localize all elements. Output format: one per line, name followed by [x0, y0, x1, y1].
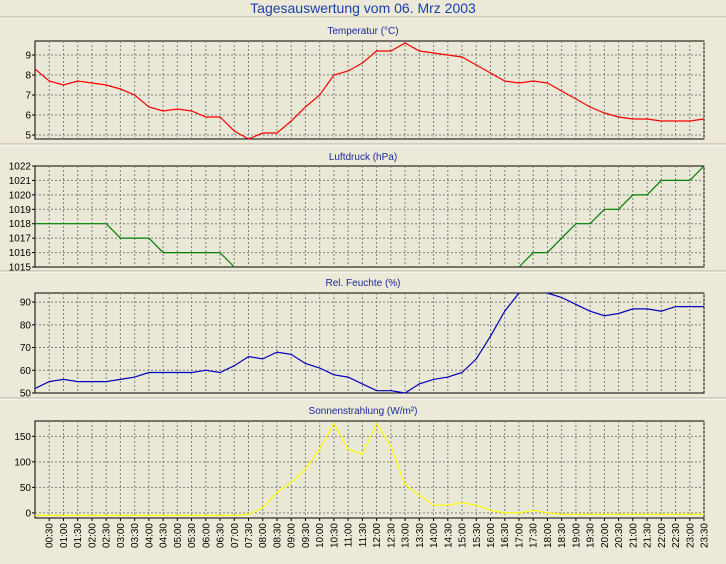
plot-area — [35, 166, 704, 267]
x-tick-label: 16:00 — [486, 523, 497, 548]
x-tick-label: 04:00 — [144, 523, 155, 548]
x-tick-label: 07:30 — [244, 523, 255, 548]
plot-area — [35, 41, 704, 139]
y-tick-label: 1017 — [9, 234, 32, 245]
x-tick-label: 16:30 — [500, 523, 511, 548]
x-tick-label: 01:30 — [73, 523, 84, 548]
x-tick-label: 22:00 — [657, 523, 668, 548]
x-tick-label: 09:30 — [301, 523, 312, 548]
y-tick-label: 150 — [14, 432, 31, 443]
y-tick-label: 70 — [20, 343, 32, 354]
x-tick-label: 14:30 — [443, 523, 454, 548]
x-tick-label: 13:30 — [415, 523, 426, 548]
radiation-chart: Sonnenstrahlung (W/m²) 0 50 100 150 — [0, 398, 726, 519]
x-tick-label: 19:00 — [571, 523, 582, 548]
x-tick-label: 03:00 — [116, 523, 127, 548]
x-tick-label: 10:30 — [329, 523, 340, 548]
x-tick-label: 18:30 — [557, 523, 568, 548]
y-tick-label: 90 — [20, 298, 32, 309]
plot-area — [35, 293, 704, 393]
y-tick-label: 1022 — [9, 162, 32, 173]
x-tick-label: 06:00 — [201, 523, 212, 548]
y-tick-label: 60 — [20, 366, 32, 377]
x-tick-label: 11:00 — [344, 523, 355, 548]
x-tick-label: 06:30 — [216, 523, 227, 548]
x-tick-label: 23:30 — [700, 523, 711, 548]
x-tick-label: 10:00 — [315, 523, 326, 548]
x-tick-label: 20:00 — [600, 523, 611, 548]
pressure-chart: Luftdruck (hPa)1015101610171018101910201… — [0, 144, 726, 274]
x-tick-label: 14:00 — [429, 523, 440, 548]
y-tick-label: 1021 — [9, 176, 32, 187]
x-tick-label: 23:00 — [685, 523, 696, 548]
x-tick-label: 09:00 — [287, 523, 298, 548]
y-tick-label: 50 — [20, 483, 32, 494]
x-tick-label: 17:30 — [529, 523, 540, 548]
x-tick-label: 11:30 — [358, 523, 369, 548]
x-axis: 00:30 01:00 01:30 02:00 02:30 03:00 03:30 04:00… — [45, 518, 711, 548]
x-tick-label: 19:30 — [586, 523, 597, 548]
x-tick-label: 03:30 — [130, 523, 141, 548]
pressure-title: Luftdruck (hPa) — [329, 152, 397, 163]
plot-area — [35, 421, 704, 518]
x-tick-label: 17:00 — [515, 523, 526, 548]
y-tick-label: 6 — [25, 111, 31, 122]
y-tick-label: 100 — [14, 457, 31, 468]
x-tick-label: 05:30 — [187, 523, 198, 548]
x-tick-label: 00:30 — [45, 523, 56, 548]
x-tick-label: 21:00 — [628, 523, 639, 548]
y-tick-label: 80 — [20, 320, 32, 331]
y-tick-label: 0 — [25, 508, 31, 519]
x-tick-label: 13:00 — [401, 523, 412, 548]
x-tick-label: 12:00 — [372, 523, 383, 548]
temperature-chart: Temperatur (°C) 5 6 7 8 9 — [0, 17, 726, 142]
x-tick-label: 04:30 — [159, 523, 170, 548]
y-tick-label: 1019 — [9, 205, 32, 216]
y-tick-label: 1016 — [9, 248, 32, 259]
x-tick-label: 15:30 — [472, 523, 483, 548]
x-tick-label: 08:00 — [258, 523, 269, 548]
x-tick-label: 02:00 — [87, 523, 98, 548]
humidity-title: Rel. Feuchte (%) — [325, 278, 400, 289]
x-tick-label: 02:30 — [102, 523, 113, 548]
y-tick-label: 1020 — [9, 190, 32, 201]
y-tick-label: 8 — [25, 71, 31, 82]
y-tick-label: 7 — [25, 91, 31, 102]
x-tick-label: 01:00 — [59, 523, 70, 548]
x-tick-label: 07:00 — [230, 523, 241, 548]
x-tick-label: 18:00 — [543, 523, 554, 548]
y-tick-label: 5 — [25, 131, 31, 142]
x-tick-label: 22:30 — [671, 523, 682, 548]
temperature-title: Temperatur (°C) — [327, 26, 398, 37]
radiation-title: Sonnenstrahlung (W/m²) — [309, 406, 418, 417]
x-tick-label: 08:30 — [273, 523, 284, 548]
y-tick-label: 9 — [25, 51, 31, 62]
x-tick-label: 15:00 — [458, 523, 469, 548]
x-tick-label: 12:30 — [386, 523, 397, 548]
y-tick-label: 1018 — [9, 219, 32, 230]
x-tick-label: 20:30 — [614, 523, 625, 548]
x-tick-label: 05:00 — [173, 523, 184, 548]
x-tick-label: 21:30 — [643, 523, 654, 548]
